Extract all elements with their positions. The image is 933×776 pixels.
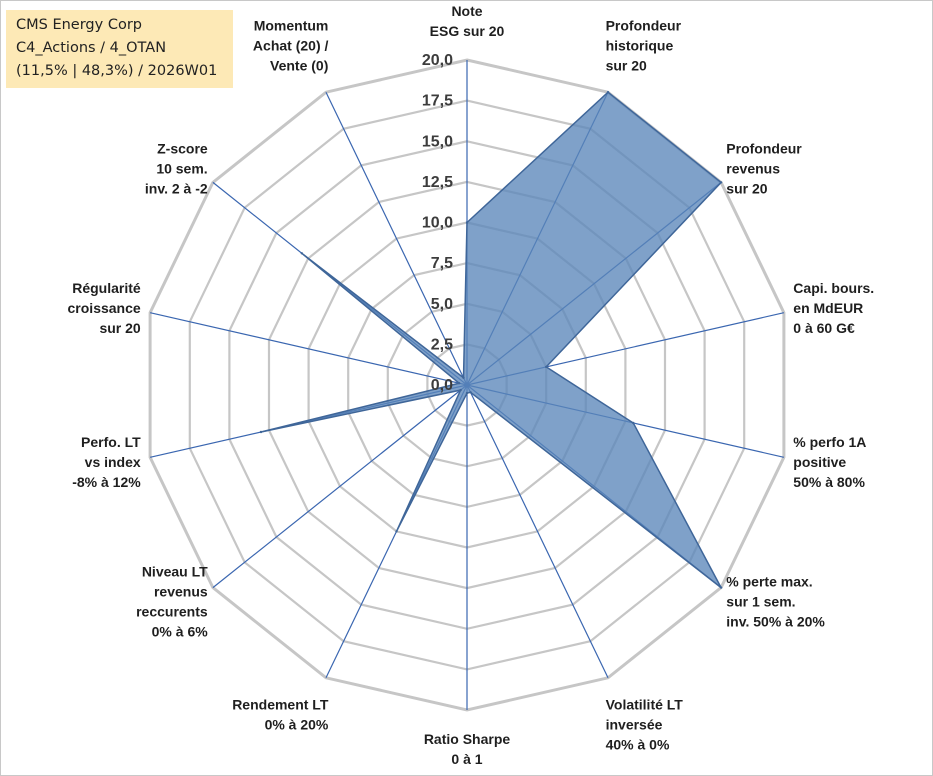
tick-label: 10,0 — [422, 215, 453, 232]
data-area — [260, 91, 723, 589]
axis-label: revenus — [154, 583, 208, 599]
data-point — [395, 530, 398, 533]
axis-label: inv. 50% à 20% — [726, 613, 825, 629]
axis-label-group: Z-score 10 sem. inv. 2 à -2 — [145, 141, 208, 197]
axis-label: Niveau LT — [142, 563, 208, 579]
tick-label: 2,5 — [431, 336, 453, 353]
axis-label: Capi. bours. — [793, 280, 874, 296]
axis-label: 0 à 60 G€ — [793, 320, 855, 336]
axis-label-group: Régularité croissance sur 20 — [68, 280, 141, 336]
axis-spoke — [212, 384, 468, 589]
axis-label-group: Profondeur historique sur 20 — [606, 17, 682, 73]
portfolio-category: C4_Actions / 4_OTAN — [16, 40, 167, 56]
axis-label: % perte max. — [726, 573, 812, 589]
axis-label-group: Ratio Sharpe 0 à 1 — [424, 731, 511, 767]
data-point — [719, 181, 723, 184]
axis-label: 0% à 6% — [152, 623, 209, 639]
axis-label: Volatilité LT — [606, 697, 684, 713]
axis-label: Profondeur — [606, 17, 682, 33]
axis-label-group: Volatilité LT inversée 40% à 0% — [606, 697, 684, 753]
data-point — [459, 388, 462, 392]
data-point — [259, 430, 263, 434]
period-stats: (11,5% | 48,3%) / 2026W01 — [16, 63, 218, 79]
axis-label-group: % perte max. sur 1 sem. inv. 50% à 20% — [726, 573, 825, 629]
axis-label: revenus — [726, 161, 780, 177]
tick-label: 20,0 — [422, 52, 453, 69]
radial-tick-labels: 0,0 2,5 5,0 7,5 10,0 12,5 15,0 17,5 20,0 — [422, 52, 453, 394]
axis-label: historique — [606, 37, 674, 53]
axis-label: Vente (0) — [270, 57, 328, 73]
axis-label: vs index — [85, 454, 141, 470]
data-point — [300, 252, 303, 255]
axis-label: 0% à 20% — [265, 717, 329, 733]
axis-label: Achat (20) / — [253, 37, 329, 53]
axis-label: sur 20 — [726, 181, 767, 197]
axis-label: Momentum — [254, 17, 329, 33]
radar-data-area — [259, 91, 723, 589]
axis-label: en MdEUR — [793, 300, 863, 316]
data-point — [719, 586, 723, 589]
tick-label: 17,5 — [422, 93, 453, 110]
axis-label-group: Niveau LT revenus reccurents 0% à 6% — [136, 563, 208, 639]
tick-label: 12,5 — [422, 174, 453, 191]
data-point — [462, 376, 465, 379]
data-point — [469, 391, 472, 394]
axis-label-group: Note ESG sur 20 — [430, 3, 505, 39]
axis-label: Perfo. LT — [81, 434, 141, 450]
axis-label: 50% à 80% — [793, 474, 865, 490]
axis-label: inv. 2 à -2 — [145, 181, 208, 197]
info-box: CMS Energy Corp C4_Actions / 4_OTAN (11,… — [6, 10, 233, 88]
axis-label-group: Profondeur revenus sur 20 — [726, 141, 802, 197]
axis-label-group: Capi. bours. en MdEUR 0 à 60 G€ — [793, 280, 874, 336]
axis-label: Ratio Sharpe — [424, 731, 511, 747]
axis-label: croissance — [68, 300, 141, 316]
axis-label-group: Momentum Achat (20) / Vente (0) — [253, 17, 329, 73]
axis-label: reccurents — [136, 603, 208, 619]
axis-label: Régularité — [72, 280, 141, 296]
axis-label: Z-score — [157, 141, 208, 157]
data-point — [632, 421, 635, 425]
axis-label: inversée — [606, 717, 663, 733]
axis-label: positive — [793, 454, 846, 470]
data-point — [606, 91, 610, 94]
axis-spoke — [149, 312, 468, 386]
data-point — [465, 391, 469, 395]
axis-label: Rendement LT — [232, 697, 329, 713]
axis-label: ESG sur 20 — [430, 23, 505, 39]
axis-spoke — [325, 91, 468, 386]
axis-label-group: Perfo. LT vs index -8% à 12% — [72, 434, 141, 490]
tick-label: 0,0 — [431, 377, 453, 394]
axis-label: sur 1 sem. — [726, 593, 795, 609]
tick-label: 15,0 — [422, 133, 453, 150]
data-point — [545, 365, 548, 369]
axis-label: -8% à 12% — [72, 474, 141, 490]
tick-label: 7,5 — [431, 255, 453, 272]
axis-label: Profondeur — [726, 141, 802, 157]
axis-label: 0 à 1 — [451, 751, 482, 767]
tick-label: 5,0 — [431, 296, 453, 313]
axis-labels: Note ESG sur 20 Profondeur historique sur 20… — [68, 3, 875, 767]
data-point — [457, 382, 461, 385]
axis-label-group: % perfo 1A positive 50% à 80% — [793, 434, 866, 490]
axis-label: sur 20 — [606, 57, 647, 73]
company-name: CMS Energy Corp — [16, 17, 142, 33]
axis-label-group: Rendement LT 0% à 20% — [232, 697, 329, 733]
axis-label: Note — [451, 3, 482, 19]
data-point — [465, 221, 469, 224]
axis-spoke — [466, 384, 609, 679]
axis-label: 10 sem. — [156, 161, 207, 177]
axis-label: % perfo 1A — [793, 434, 866, 450]
axis-label: 40% à 0% — [606, 737, 670, 753]
axis-label: sur 20 — [99, 320, 140, 336]
